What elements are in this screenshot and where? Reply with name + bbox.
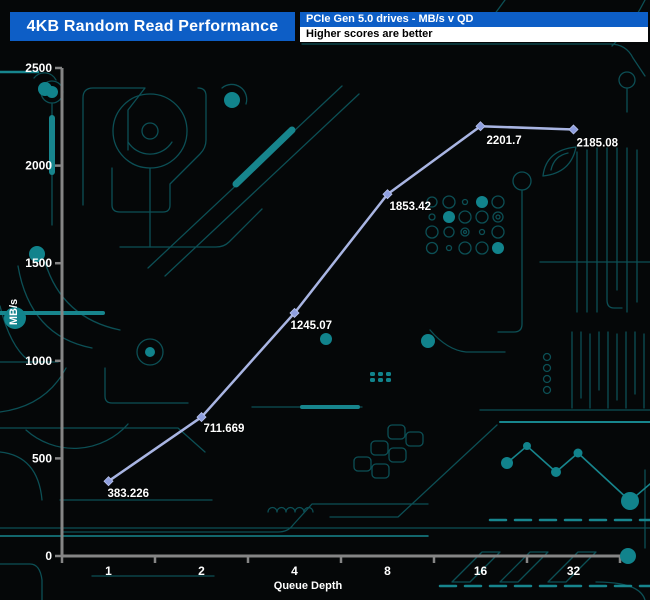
x-tick-label: 16 (474, 564, 488, 578)
chart-note: Higher scores are better (300, 27, 648, 42)
y-tick-label: 2000 (25, 159, 52, 173)
series-marker (382, 189, 393, 200)
axis-lines (60, 68, 622, 558)
data-point-label: 2185.08 (577, 137, 619, 149)
series-marker (196, 412, 207, 423)
y-axis-title: MB/s (8, 299, 20, 325)
series-marker (289, 307, 300, 319)
data-point-label: 711.669 (204, 423, 245, 435)
x-tick-label: 8 (384, 564, 391, 578)
data-point-label: 1853.42 (390, 201, 432, 213)
data-point-label: 2201.7 (487, 135, 522, 147)
x-tick-label: 32 (567, 564, 581, 578)
x-axis-title: Queue Depth (274, 580, 343, 592)
y-tick-label: 500 (32, 451, 52, 465)
data-point-label: 383.226 (108, 488, 150, 500)
y-tick-label: 0 (45, 549, 52, 563)
data-point-label: 1245.07 (291, 320, 333, 332)
series-marker (103, 476, 114, 487)
chart-subtitle-box: PCIe Gen 5.0 drives - MB/s v QD Higher s… (300, 12, 648, 42)
series-marker (568, 124, 579, 135)
x-tick-label: 1 (105, 564, 112, 578)
series-line (107, 124, 575, 483)
x-tick-label: 2 (198, 564, 205, 578)
y-tick-label: 2500 (25, 61, 52, 75)
y-tick-label: 1500 (25, 256, 52, 270)
series-marker (475, 121, 486, 132)
y-tick-label: 1000 (25, 354, 52, 368)
x-tick-label: 4 (291, 564, 298, 578)
chart-title: 4KB Random Read Performance (10, 12, 295, 41)
axis-end-via (620, 548, 636, 564)
chart-subtitle: PCIe Gen 5.0 drives - MB/s v QD (300, 12, 648, 27)
